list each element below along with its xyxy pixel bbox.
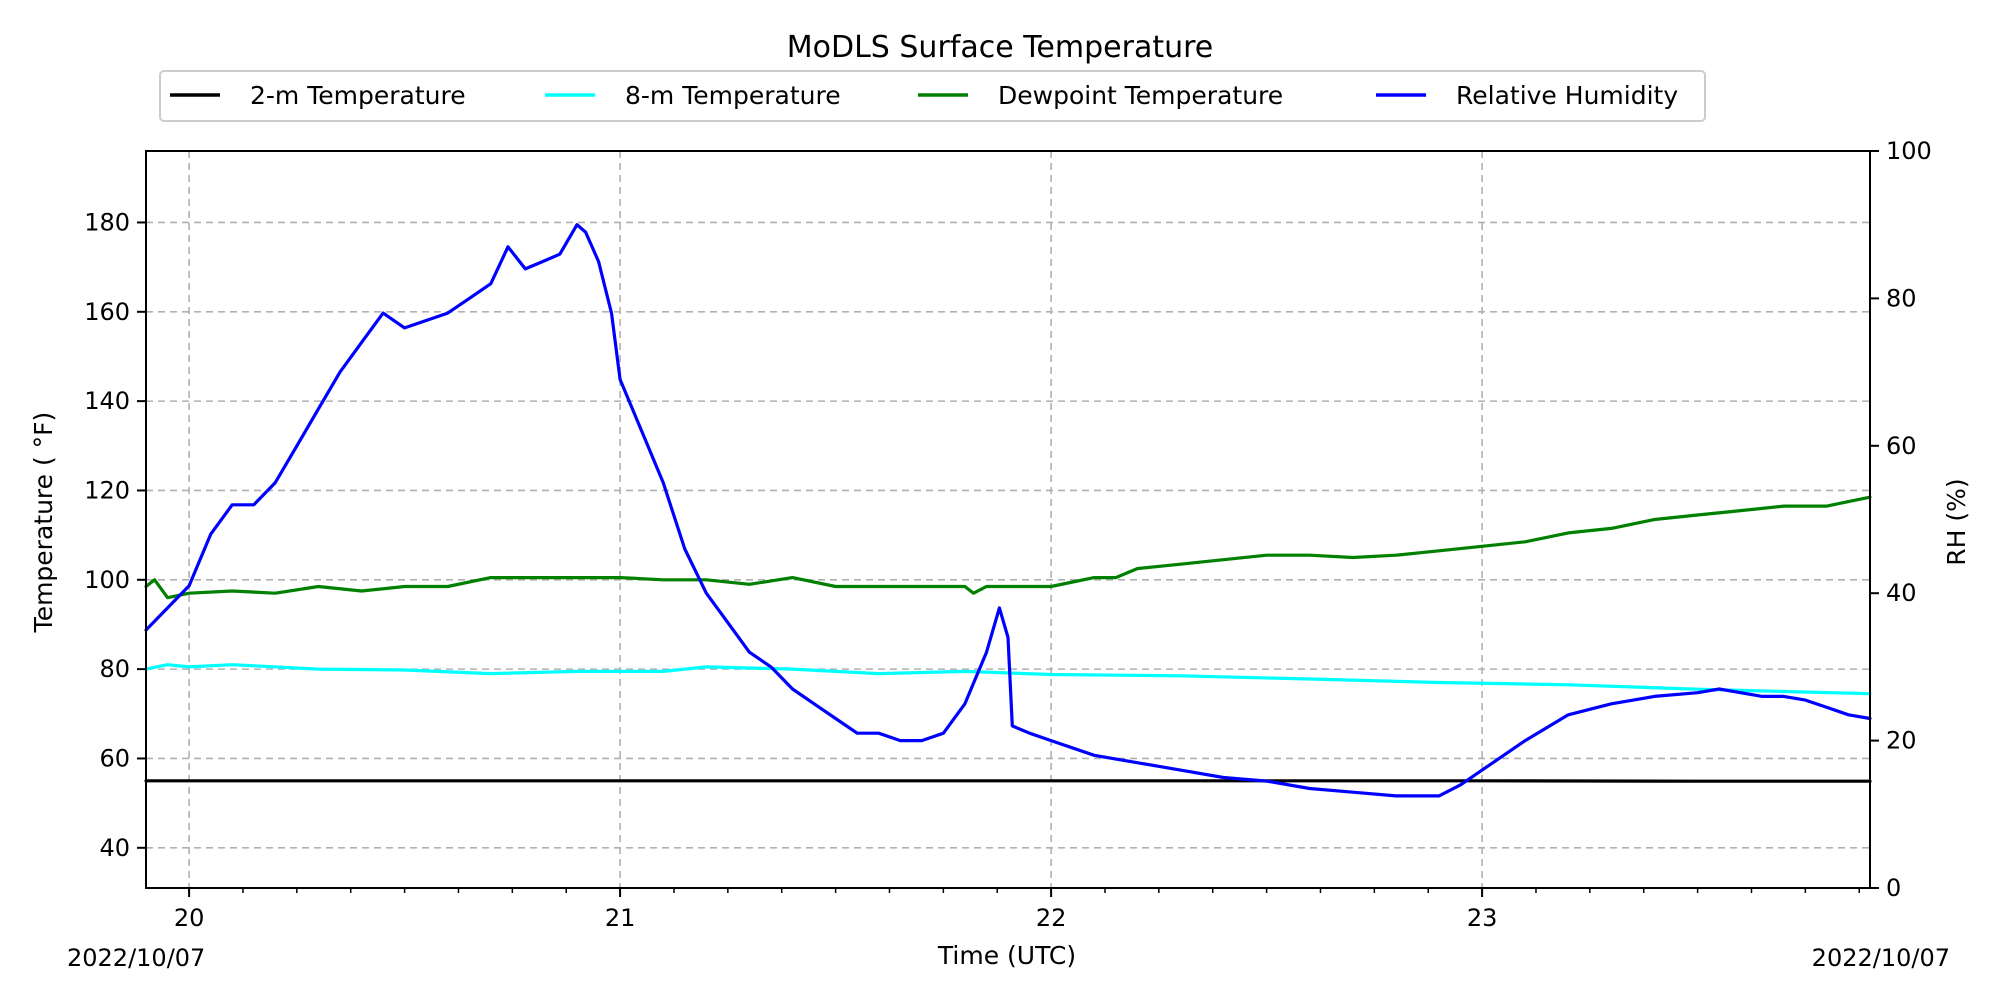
- y-axis-label-right: RH (%): [1942, 478, 1971, 565]
- y-tick-label-left: 120: [84, 476, 130, 504]
- y-tick-label-right: 40: [1886, 579, 1917, 607]
- y-tick-label-right: 100: [1886, 137, 1932, 165]
- x-axis-label: Time (UTC): [937, 941, 1076, 970]
- x-tick-label: 21: [605, 904, 636, 932]
- y-tick-label-right: 0: [1886, 874, 1901, 902]
- grid: [146, 151, 1870, 888]
- y-tick-label-left: 80: [99, 655, 130, 683]
- legend-label-2-m-temperature: 2-m Temperature: [250, 81, 466, 110]
- y-axis-label-left: Temperature ( °F): [29, 412, 58, 634]
- date-label-right: 2022/10/07: [1812, 944, 1950, 972]
- series-line-relative-humidity: [144, 223, 1872, 798]
- y-tick-label-right: 20: [1886, 727, 1917, 755]
- chart-title: MoDLS Surface Temperature: [787, 30, 1214, 65]
- y-tick-label-left: 60: [99, 744, 130, 772]
- y-tick-label-left: 100: [84, 566, 130, 594]
- legend-label-dewpoint-temperature: Dewpoint Temperature: [998, 81, 1283, 110]
- y-tick-label-left: 140: [84, 387, 130, 415]
- axes: [145, 150, 1871, 889]
- series-layer: [144, 223, 1872, 798]
- x-tick-label: 23: [1467, 904, 1498, 932]
- ticks: 20 21 22 23 40 60 80 100 120 140 160 180 0 20 40 60 80 10…: [84, 137, 1932, 932]
- legend-label-relative-humidity: Relative Humidity: [1456, 81, 1678, 110]
- y-tick-label-left: 40: [99, 834, 130, 862]
- plot-frame: [145, 150, 1871, 889]
- series-line-dewpoint-temperature: [144, 495, 1872, 600]
- y-tick-label-right: 80: [1886, 284, 1917, 312]
- legend: 2-m Temperature 8-m Temperature Dewpoint T…: [159, 70, 1706, 122]
- series-line-8-m-temperature: [144, 663, 1872, 696]
- y-tick-label-left: 180: [84, 208, 130, 236]
- date-label-left: 2022/10/07: [67, 944, 205, 972]
- x-tick-label: 20: [174, 904, 205, 932]
- x-tick-label: 22: [1036, 904, 1067, 932]
- y-tick-label-left: 160: [84, 298, 130, 326]
- y-tick-label-right: 60: [1886, 432, 1917, 460]
- legend-label-8-m-temperature: 8-m Temperature: [625, 81, 841, 110]
